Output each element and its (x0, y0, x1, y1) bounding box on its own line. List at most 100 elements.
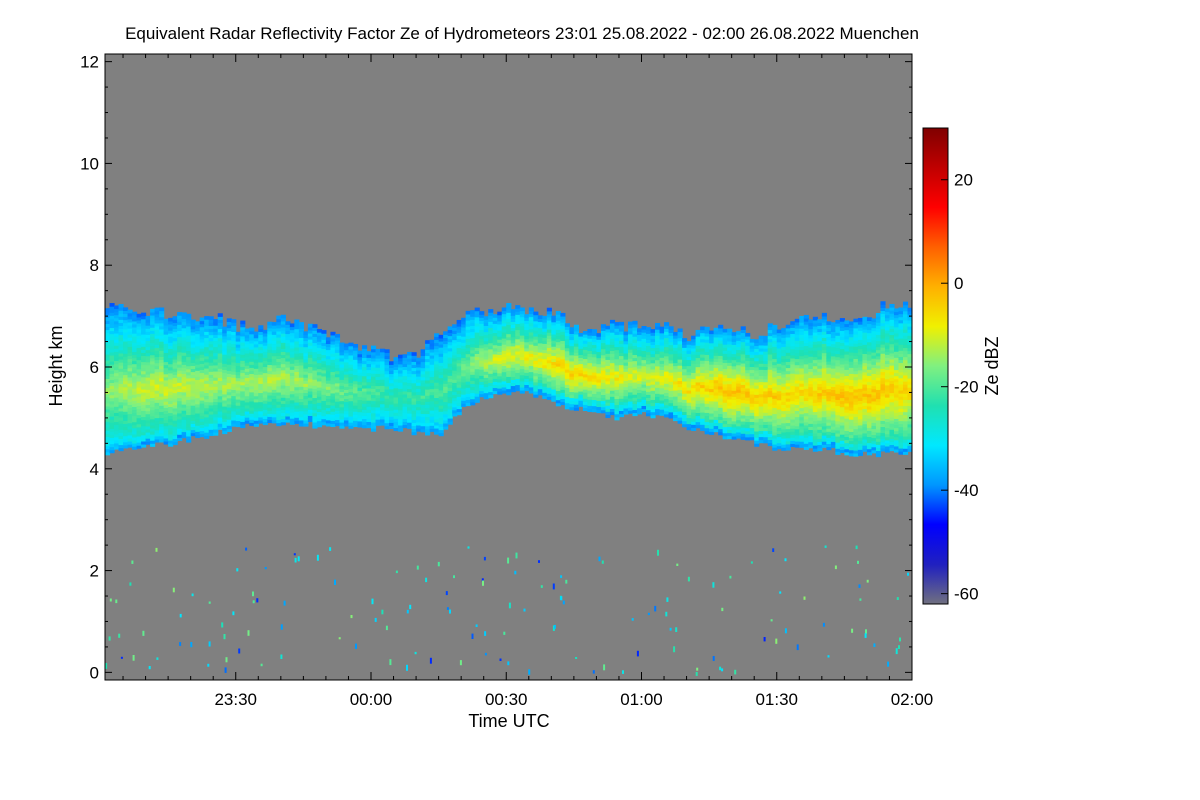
reflectivity-cell (132, 342, 138, 346)
reflectivity-cell (316, 328, 322, 333)
reflectivity-cell (785, 327, 791, 332)
reflectivity-cell (731, 420, 737, 425)
reflectivity-cell (253, 398, 259, 403)
reflectivity-cell (177, 397, 183, 402)
reflectivity-cell (627, 407, 634, 411)
reflectivity-cell (582, 358, 588, 363)
reflectivity-cell (542, 383, 548, 387)
reflectivity-cell (145, 346, 151, 351)
reflectivity-cell (465, 338, 471, 342)
reflectivity-cell (546, 347, 552, 352)
reflectivity-cell (195, 431, 201, 435)
reflectivity-cell (542, 318, 548, 323)
reflectivity-cell (172, 435, 178, 439)
reflectivity-cell (285, 351, 291, 356)
reflectivity-cell (555, 335, 561, 340)
reflectivity-cell (159, 399, 165, 403)
reflectivity-cell (240, 329, 246, 334)
reflectivity-cell (389, 407, 395, 411)
reflectivity-cell (609, 393, 616, 397)
reflectivity-cell (307, 406, 313, 410)
reflectivity-cell (461, 345, 467, 349)
reflectivity-cell (587, 350, 593, 354)
reflectivity-cell (740, 393, 746, 398)
reflectivity-cell (591, 341, 598, 346)
reflectivity-cell (763, 338, 769, 343)
reflectivity-cell (636, 392, 643, 397)
reflectivity-cell (226, 428, 232, 432)
reflectivity-cell (501, 347, 507, 351)
reflectivity-cell (497, 329, 503, 334)
reflectivity-cell (312, 376, 318, 380)
reflectivity-cell (276, 376, 282, 381)
reflectivity-cell (366, 366, 372, 371)
reflectivity-cell (118, 374, 124, 378)
reflectivity-cell (758, 396, 764, 401)
reflectivity-cell (636, 407, 643, 412)
reflectivity-cell (790, 394, 796, 399)
reflectivity-cell (600, 406, 607, 411)
reflectivity-cell (754, 372, 760, 377)
reflectivity-cell (325, 373, 332, 378)
reflectivity-cell (790, 434, 796, 438)
reflectivity-cell (361, 381, 368, 386)
reflectivity-cell (222, 406, 228, 410)
reflectivity-cell (704, 363, 710, 368)
reflectivity-cell (709, 397, 715, 402)
reflectivity-cell (673, 374, 679, 379)
reflectivity-cell (465, 329, 471, 333)
reflectivity-cell (420, 407, 426, 411)
reflectivity-cell (240, 378, 246, 383)
reflectivity-cell (785, 370, 791, 375)
reflectivity-cell (253, 423, 259, 427)
reflectivity-cell (479, 363, 485, 367)
reflectivity-cell (136, 329, 142, 333)
reflectivity-cell (145, 340, 151, 345)
reflectivity-cell (501, 362, 507, 367)
reflectivity-cell (177, 373, 183, 377)
reflectivity-cell (519, 344, 525, 348)
reflectivity-cell (123, 389, 129, 394)
reflectivity-cell (677, 343, 683, 348)
reflectivity-cell (114, 390, 120, 395)
reflectivity-cell (402, 390, 408, 395)
reflectivity-cell (249, 373, 255, 378)
reflectivity-cell (294, 395, 300, 400)
reflectivity-cell (677, 355, 683, 360)
reflectivity-cell (745, 403, 751, 407)
reflectivity-cell (682, 405, 688, 409)
reflectivity-cell (195, 388, 201, 393)
reflectivity-cell (339, 418, 345, 423)
reflectivity-cell (231, 395, 237, 400)
reflectivity-cell (555, 317, 561, 321)
reflectivity-cell (429, 403, 435, 408)
reflectivity-cell (204, 361, 210, 366)
reflectivity-cell (632, 357, 638, 362)
reflectivity-cell (177, 318, 183, 322)
reflectivity-cell (352, 417, 359, 421)
reflectivity-cell (632, 333, 638, 337)
reflectivity-cell (307, 372, 313, 377)
reflectivity-cell (150, 437, 156, 441)
reflectivity-cell (614, 355, 620, 360)
reflectivity-cell (524, 360, 530, 364)
reflectivity-cell (713, 373, 719, 378)
reflectivity-cell (582, 392, 588, 396)
reflectivity-cell (370, 403, 377, 408)
reflectivity-cell (303, 364, 309, 369)
reflectivity-cell (749, 393, 755, 398)
reflectivity-cell (280, 336, 286, 340)
reflectivity-cell (375, 358, 381, 362)
reflectivity-cell (704, 354, 710, 358)
reflectivity-cell (474, 335, 480, 339)
reflectivity-cell (159, 389, 165, 394)
reflectivity-cell (154, 338, 160, 342)
reflectivity-cell (271, 373, 277, 378)
reflectivity-cell (199, 369, 205, 374)
reflectivity-cell (682, 411, 688, 416)
reflectivity-cell (407, 394, 413, 399)
reflectivity-cell (488, 364, 494, 368)
reflectivity-cell (361, 406, 368, 410)
reflectivity-cell (289, 366, 295, 370)
reflectivity-cell (754, 369, 760, 374)
